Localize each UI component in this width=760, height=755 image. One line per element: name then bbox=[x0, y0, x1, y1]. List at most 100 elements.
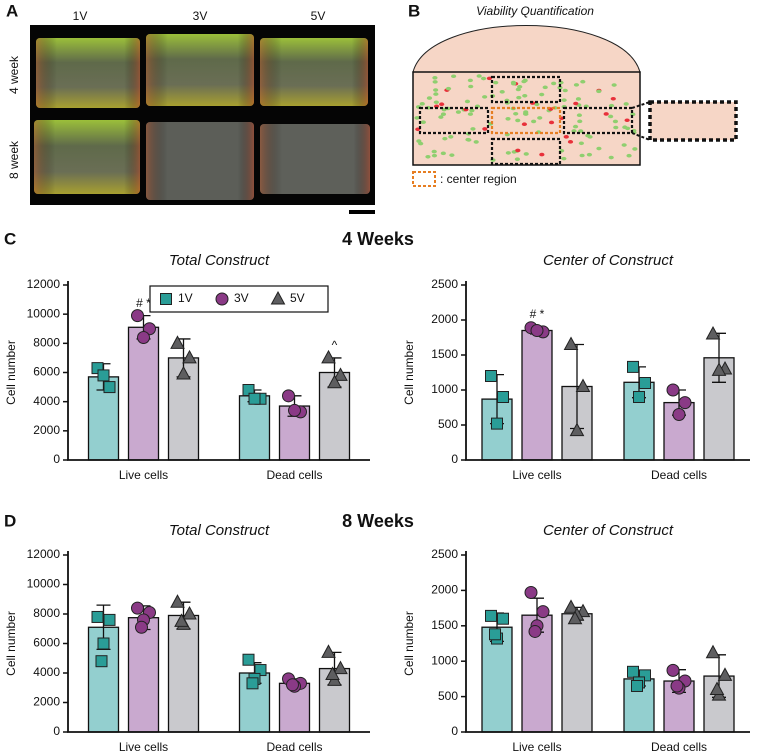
section-title: 8 Weeks bbox=[342, 511, 414, 531]
cell bbox=[433, 92, 439, 96]
y-tick-label: 0 bbox=[53, 724, 60, 738]
cell bbox=[608, 103, 615, 108]
cell bbox=[418, 141, 424, 146]
cell bbox=[548, 120, 555, 125]
cell bbox=[514, 157, 520, 161]
y-tick-label: 12000 bbox=[27, 547, 61, 561]
data-point bbox=[497, 612, 509, 625]
data-point bbox=[705, 644, 721, 659]
y-tick-label: 4000 bbox=[33, 394, 60, 408]
data-point bbox=[631, 679, 643, 692]
cell bbox=[522, 93, 528, 98]
x-tick-label: Dead cells bbox=[266, 740, 322, 754]
data-point bbox=[524, 586, 538, 600]
bar bbox=[167, 614, 200, 733]
cell bbox=[557, 85, 563, 90]
cell bbox=[515, 148, 521, 153]
y-tick-label: 6000 bbox=[33, 365, 60, 379]
cell bbox=[531, 119, 537, 124]
data-point bbox=[575, 378, 591, 392]
construct bbox=[412, 71, 641, 166]
cell bbox=[586, 152, 593, 157]
data-point bbox=[485, 370, 497, 382]
annotation: ^ bbox=[332, 338, 338, 352]
cell bbox=[573, 83, 580, 87]
y-tick-label: 10000 bbox=[27, 306, 61, 320]
chart-title: Total Construct bbox=[169, 522, 270, 539]
cell bbox=[623, 102, 629, 106]
cell bbox=[493, 80, 499, 85]
x-tick-label: Live cells bbox=[512, 468, 561, 482]
cell bbox=[561, 98, 567, 102]
data-point bbox=[705, 325, 721, 340]
data-point bbox=[709, 681, 725, 696]
cell bbox=[431, 153, 438, 158]
y-axis-title: Cell number bbox=[402, 340, 416, 405]
data-point bbox=[97, 637, 110, 650]
y-tick-label: 0 bbox=[451, 724, 458, 738]
cell bbox=[420, 120, 426, 124]
data-point bbox=[182, 605, 197, 620]
cell bbox=[432, 76, 438, 80]
cell bbox=[431, 149, 437, 154]
data-point bbox=[270, 290, 286, 305]
y-tick-label: 10000 bbox=[27, 577, 61, 591]
data-point bbox=[321, 644, 336, 658]
charts: Total Construct Cell number 0 2000 4000 6000 8… bbox=[4, 252, 750, 754]
bar bbox=[127, 326, 160, 461]
data-point bbox=[530, 324, 544, 337]
cell bbox=[576, 113, 583, 118]
cell bbox=[537, 116, 543, 120]
cell bbox=[448, 135, 454, 139]
zoom-line bbox=[631, 101, 651, 109]
annotation: # * bbox=[530, 307, 545, 321]
y-tick-label: 1500 bbox=[431, 347, 458, 361]
y-tick-label: 0 bbox=[451, 452, 458, 466]
data-point bbox=[639, 377, 651, 389]
y-axis-title: Cell number bbox=[4, 611, 18, 676]
zoom-line bbox=[631, 132, 651, 141]
column-label: 1V bbox=[73, 9, 88, 23]
row-label: 4 week bbox=[7, 55, 21, 94]
y-tick-label: 500 bbox=[438, 417, 458, 431]
data-point bbox=[325, 666, 340, 680]
data-point bbox=[670, 679, 684, 693]
cell bbox=[632, 147, 638, 151]
cell bbox=[551, 81, 557, 86]
cell bbox=[425, 154, 431, 159]
x-tick-label: Dead cells bbox=[266, 468, 322, 482]
x-tick-label: Live cells bbox=[119, 468, 168, 482]
data-point bbox=[160, 293, 172, 305]
cell bbox=[469, 108, 475, 113]
data-point bbox=[497, 391, 509, 403]
x-tick-label: Live cells bbox=[512, 740, 561, 754]
bar bbox=[167, 357, 200, 461]
cell bbox=[585, 133, 591, 138]
data-point bbox=[666, 383, 680, 397]
x-tick-label: Dead cells bbox=[651, 468, 707, 482]
chart: Total Construct Cell number 0 2000 4000 6000 8… bbox=[4, 522, 370, 754]
data-point bbox=[333, 367, 348, 381]
data-point bbox=[633, 391, 645, 403]
bar bbox=[127, 617, 160, 733]
cell bbox=[608, 155, 614, 160]
cell bbox=[612, 119, 619, 124]
cell bbox=[440, 112, 447, 117]
y-tick-label: 1500 bbox=[431, 618, 458, 632]
y-axis-title: Cell number bbox=[4, 340, 18, 405]
data-point bbox=[215, 292, 229, 306]
cell bbox=[577, 119, 583, 124]
data-point bbox=[282, 389, 295, 403]
legend-text: : center region bbox=[440, 172, 517, 186]
cell bbox=[480, 76, 487, 81]
data-point bbox=[528, 624, 542, 638]
column-label: 3V bbox=[193, 9, 208, 23]
row-label: 8 week bbox=[7, 140, 21, 179]
cell bbox=[608, 114, 614, 119]
cell bbox=[470, 127, 476, 131]
regions bbox=[418, 75, 634, 166]
cell bbox=[439, 102, 445, 107]
data-point bbox=[135, 620, 148, 634]
x-tick-label: Dead cells bbox=[651, 740, 707, 754]
cell bbox=[419, 102, 425, 106]
